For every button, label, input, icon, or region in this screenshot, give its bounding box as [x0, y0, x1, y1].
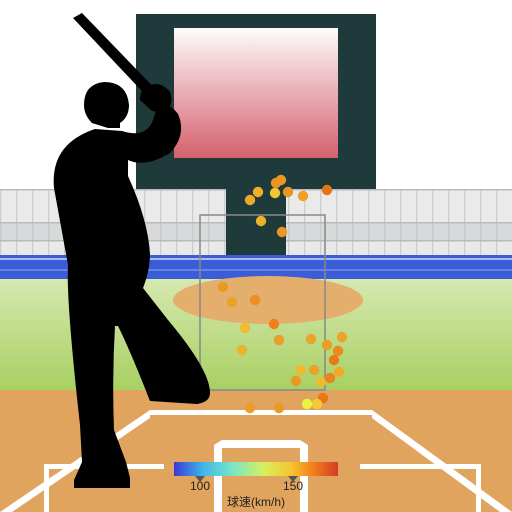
pitch-location-chart: 100150球速(km/h) — [0, 0, 512, 512]
svg-text:球速(km/h): 球速(km/h) — [227, 495, 285, 509]
